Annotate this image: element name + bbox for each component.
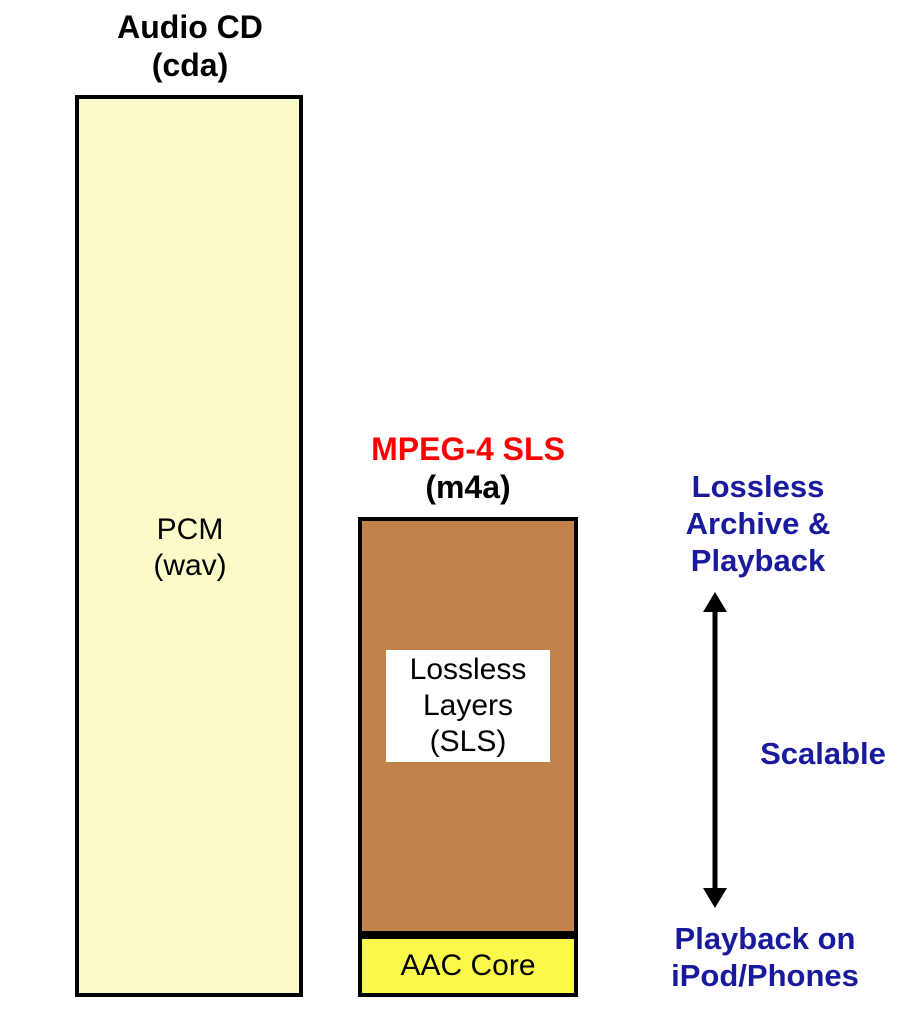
lossless-archive-label: Lossless Archive & Playback (638, 468, 878, 580)
audio-cd-title-line1: Audio CD (117, 9, 263, 45)
side-top-line1: Lossless (692, 469, 825, 504)
side-mid-line1: Scalable (760, 736, 886, 771)
side-bot-line1: Playback on (675, 921, 856, 956)
audio-cd-title: Audio CD (cda) (75, 8, 305, 85)
lossless-layers-box: Lossless Layers (SLS) (386, 650, 550, 762)
mpeg4-title: MPEG-4 SLS (m4a) (353, 430, 583, 507)
lossless-line1: Lossless (410, 653, 527, 686)
pcm-line2: (wav) (153, 549, 226, 582)
mpeg4-title-line1: MPEG-4 SLS (371, 431, 565, 467)
scalable-arrow-icon (695, 590, 735, 910)
lossless-line3: (SLS) (430, 725, 507, 758)
pcm-label-box: PCM (wav) (140, 510, 240, 586)
aac-core-label: AAC Core (400, 949, 535, 983)
scalable-label: Scalable (743, 735, 903, 772)
pcm-line1: PCM (157, 513, 224, 546)
pcm-label: PCM (wav) (140, 510, 240, 586)
audio-cd-title-line2: (cda) (152, 47, 228, 83)
lossless-line2: Layers (423, 689, 513, 722)
side-top-line2: Archive & (686, 506, 831, 541)
side-bot-line2: iPod/Phones (671, 958, 859, 993)
lossless-layers-label: Lossless Layers (SLS) (386, 650, 550, 762)
side-top-line3: Playback (691, 543, 825, 578)
diagram-container: Audio CD (cda) PCM (wav) MPEG-4 SLS (m4a… (0, 0, 910, 1024)
playback-ipod-label: Playback on iPod/Phones (630, 920, 900, 994)
aac-core-box: AAC Core (358, 935, 578, 997)
mpeg4-title-line2: (m4a) (425, 469, 510, 505)
